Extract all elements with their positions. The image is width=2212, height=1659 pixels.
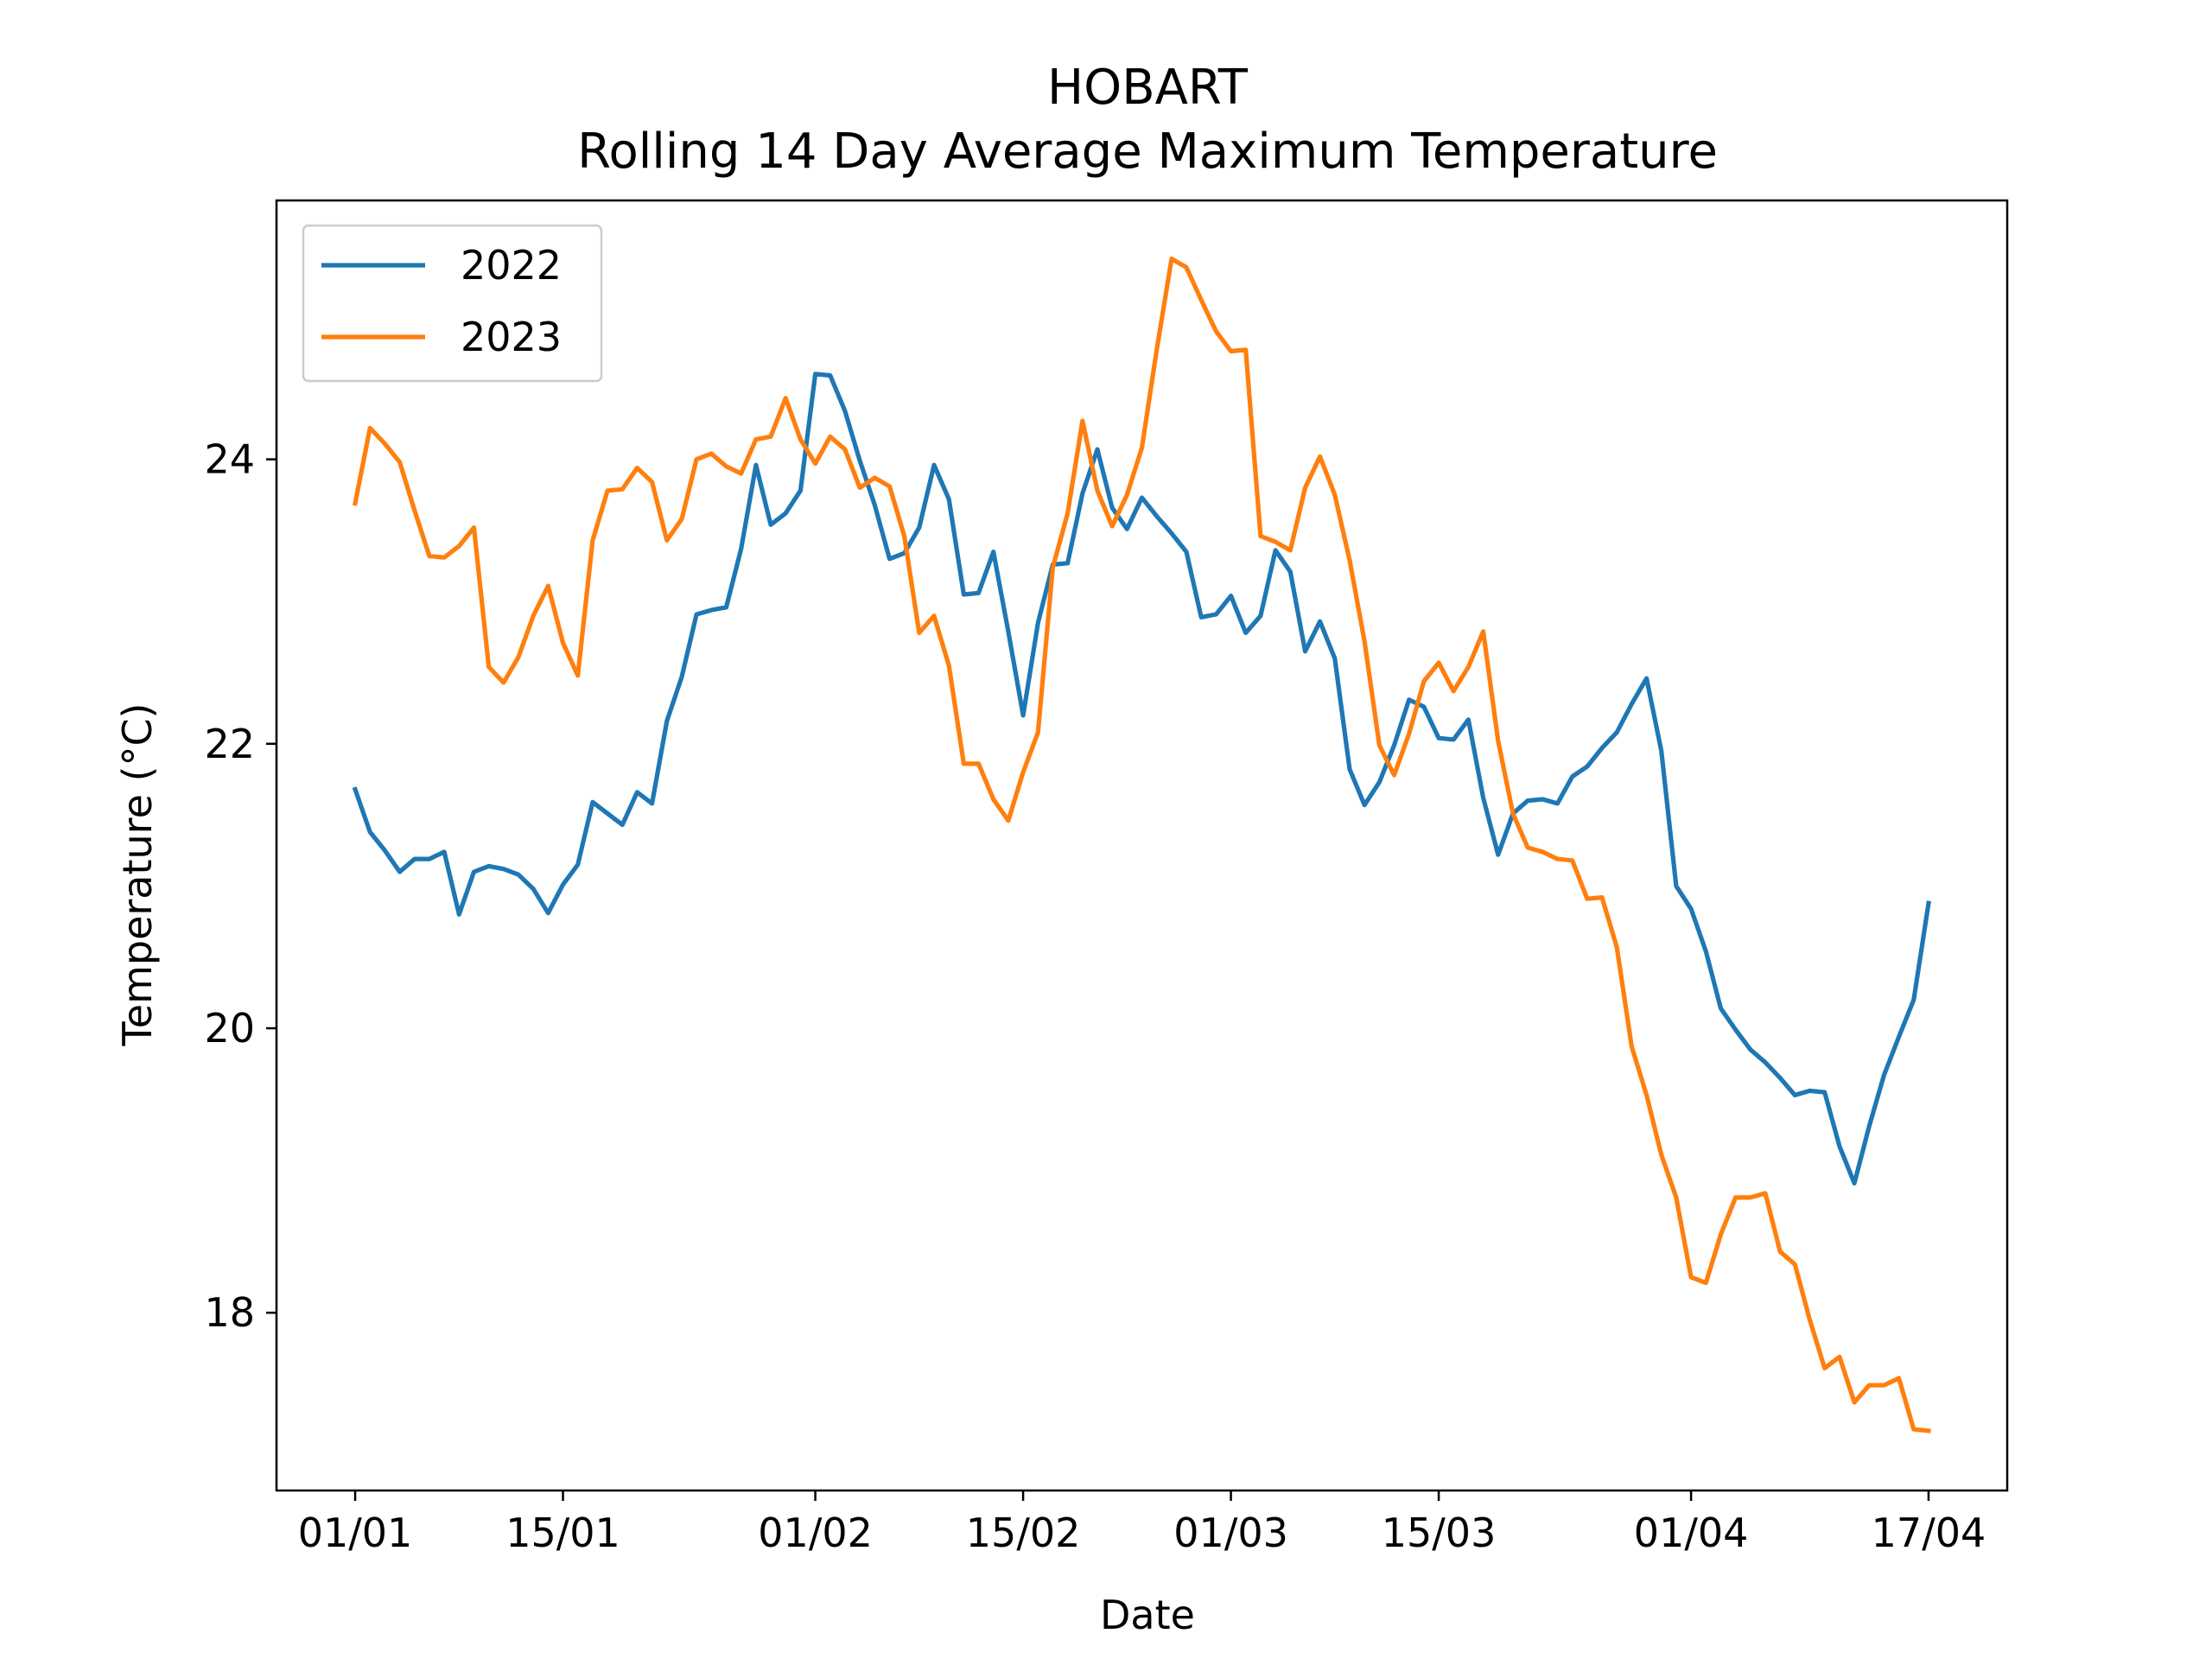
x-axis-label: Date — [1100, 1592, 1195, 1638]
x-tick-label: 15/02 — [966, 1510, 1081, 1556]
legend: 2022 2023 — [302, 224, 603, 383]
series-line-2022 — [352, 372, 1931, 1186]
x-axis: 01/01 15/01 01/02 15/02 01/03 15/03 01/04 17/04 — [298, 1491, 1986, 1556]
y-tick-label: 24 — [204, 436, 255, 483]
x-tick-label: 15/03 — [1382, 1510, 1497, 1556]
plot-frame — [275, 199, 2009, 1492]
x-tick-label: 17/04 — [1872, 1510, 1986, 1556]
plot-area — [276, 200, 2007, 1491]
x-tick-label: 01/02 — [758, 1510, 873, 1556]
chart-title: HOBART — [1047, 60, 1249, 116]
y-axis-label: Temperature (°C) — [114, 702, 161, 1046]
legend-label-2022: 2022 — [461, 242, 562, 289]
y-tick-label: 18 — [204, 1289, 255, 1336]
y-tick-label: 20 — [204, 1005, 255, 1052]
x-tick-label: 01/01 — [298, 1510, 413, 1556]
legend-label-2023: 2023 — [461, 314, 562, 360]
x-tick-label: 01/04 — [1634, 1510, 1749, 1556]
chart-subtitle: Rolling 14 Day Average Maximum Temperatu… — [577, 124, 1718, 180]
y-tick-label: 22 — [204, 721, 255, 767]
x-tick-label: 15/01 — [505, 1510, 620, 1556]
series-line-2023 — [352, 256, 1931, 1433]
series-layer — [352, 256, 1931, 1433]
y-axis: 18 20 22 24 — [204, 436, 276, 1336]
x-tick-label: 01/03 — [1173, 1510, 1288, 1556]
